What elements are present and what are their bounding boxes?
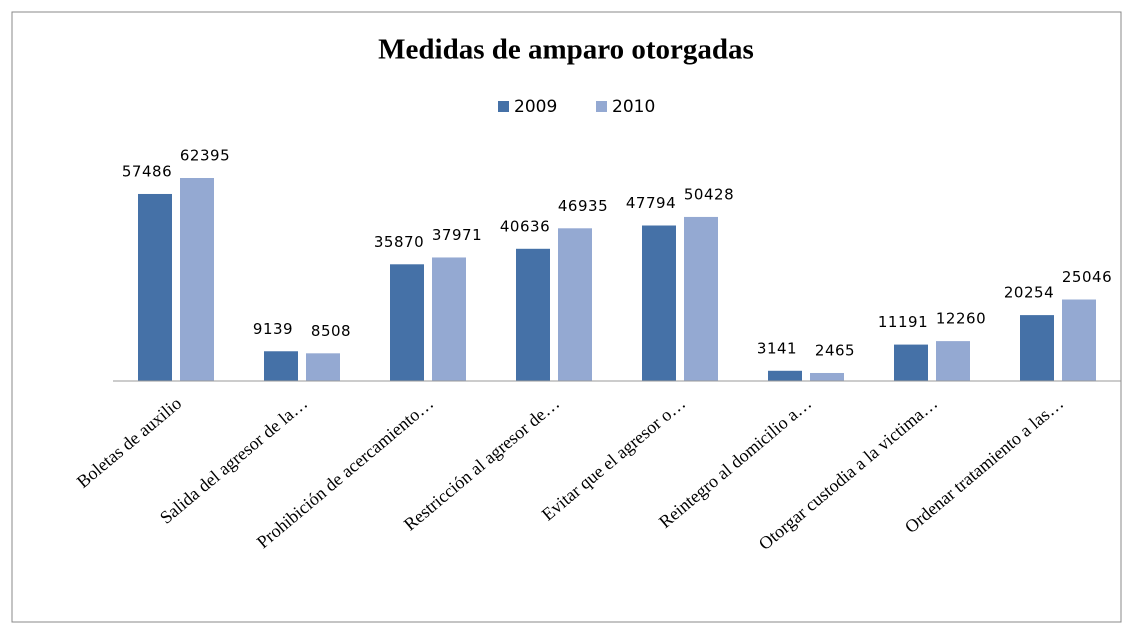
value-label: 62395 xyxy=(180,147,230,165)
value-label: 46935 xyxy=(558,197,608,215)
bar xyxy=(264,351,298,381)
value-label: 11191 xyxy=(878,313,928,331)
bar xyxy=(516,248,550,381)
legend-swatch xyxy=(498,101,509,112)
bar xyxy=(894,344,928,381)
value-label: 57486 xyxy=(122,162,172,180)
value-label: 50428 xyxy=(684,185,734,203)
value-label: 25046 xyxy=(1062,268,1112,286)
value-label: 20254 xyxy=(1004,284,1054,302)
legend-swatch xyxy=(596,101,607,112)
bar xyxy=(810,372,844,381)
value-label: 9139 xyxy=(253,320,293,338)
value-label: 37971 xyxy=(432,226,482,244)
legend-label: 2009 xyxy=(514,97,557,117)
bar xyxy=(1020,315,1054,381)
value-label: 40636 xyxy=(500,217,550,235)
bar xyxy=(1062,299,1096,381)
bar xyxy=(390,264,424,381)
chart-title: Medidas de amparo otorgadas xyxy=(378,34,754,66)
value-label: 8508 xyxy=(311,322,351,340)
value-label: 12260 xyxy=(936,310,986,328)
bar xyxy=(684,216,718,381)
value-label: 2465 xyxy=(815,341,855,359)
value-label: 3141 xyxy=(757,339,797,357)
value-label: 35870 xyxy=(374,233,424,251)
bar xyxy=(138,193,172,381)
bar xyxy=(558,228,592,381)
bar xyxy=(642,225,676,381)
bar xyxy=(180,178,214,381)
bar xyxy=(936,341,970,381)
bar xyxy=(768,370,802,381)
bar xyxy=(306,353,340,381)
value-label: 47794 xyxy=(626,194,676,212)
legend-label: 2010 xyxy=(612,97,655,117)
bar xyxy=(432,257,466,381)
